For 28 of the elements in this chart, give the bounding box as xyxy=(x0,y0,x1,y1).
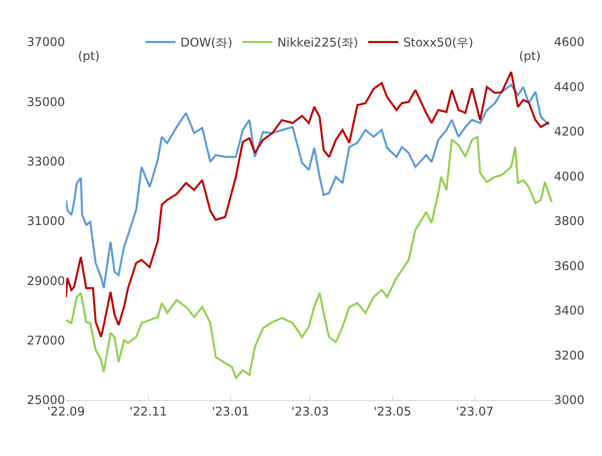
line-series xyxy=(66,70,550,338)
line-series xyxy=(66,136,553,379)
y-tick-label: 29000 xyxy=(26,274,65,288)
legend-label: Stoxx50(우) xyxy=(403,36,474,50)
y-tick-label: 31000 xyxy=(26,214,65,228)
y2-tick-label: 4200 xyxy=(554,124,585,139)
y2-tick-label: 4600 xyxy=(554,35,585,50)
y2-tick-label: 4400 xyxy=(554,80,585,94)
legend-label: Nikkei225(좌) xyxy=(277,36,358,50)
x-tick-label: '23.03 xyxy=(291,404,329,418)
x-tick-label: '23.01 xyxy=(212,404,250,418)
annotation: (pt) xyxy=(519,49,541,63)
y2-tick-label: 3400 xyxy=(554,304,585,318)
y2-tick-label: 3600 xyxy=(554,258,585,273)
x-tick-label: '23.05 xyxy=(374,404,412,418)
y-tick-label: 37000 xyxy=(26,35,65,50)
y2-tick-label: 4000 xyxy=(554,169,585,184)
y-tick-label: 35000 xyxy=(26,94,65,109)
y2-tick-label: 3800 xyxy=(554,214,585,228)
y-tick-label: 27000 xyxy=(26,334,65,348)
y2-tick-label: 3200 xyxy=(554,348,585,362)
annotation: (pt) xyxy=(78,49,100,63)
legend-label: DOW(좌) xyxy=(180,36,232,50)
line-series xyxy=(66,84,550,290)
x-tick-label: '22.11 xyxy=(129,404,168,418)
y-tick-label: 33000 xyxy=(26,154,65,169)
x-tick-label: '23.07 xyxy=(456,404,494,418)
y2-tick-label: 3000 xyxy=(554,393,585,408)
